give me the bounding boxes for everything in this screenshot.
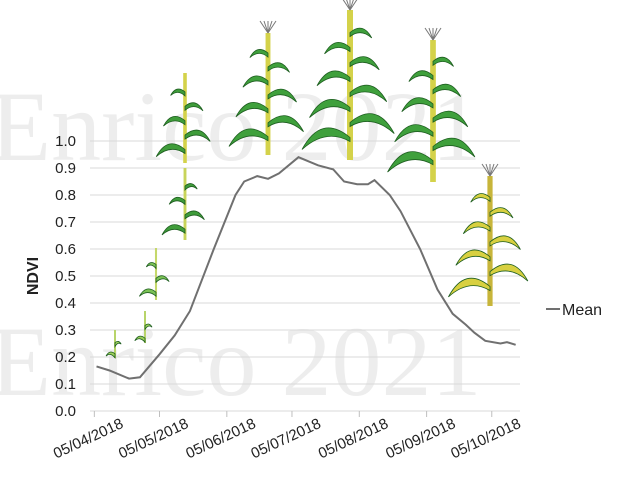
y-tick-label: 0.4 (55, 295, 76, 312)
y-tick-label: 0.2 (55, 349, 76, 366)
x-tick-label: 05/07/2018 (248, 415, 323, 462)
leaf (146, 263, 156, 269)
tassel (490, 164, 498, 176)
y-tick-label: 0.0 (55, 403, 76, 420)
leaf (325, 42, 351, 53)
leaf (490, 264, 528, 281)
leaf (448, 278, 490, 297)
y-tick-label: 0.9 (55, 160, 76, 177)
tassel (268, 21, 276, 33)
leaf (490, 208, 513, 218)
y-tick-label: 0.6 (55, 241, 76, 258)
chart: Enrico 2021 Enrico 2021 0.00.10.20.30.40… (0, 0, 617, 487)
y-tick-label: 0.3 (55, 322, 76, 339)
y-tick-label: 0.1 (55, 376, 76, 393)
y-tick-label: 0.7 (55, 214, 76, 231)
corn-plant (448, 164, 527, 306)
leaf (463, 222, 490, 234)
x-tick-label: 05/10/2018 (448, 415, 523, 462)
corn-plant (139, 248, 169, 300)
leaf (433, 57, 454, 66)
leaf (169, 197, 185, 204)
leaf (350, 57, 379, 70)
leaf (156, 276, 169, 283)
x-tick-label: 05/08/2018 (316, 415, 391, 462)
tassel (482, 164, 490, 176)
y-tick-label: 0.8 (55, 187, 76, 204)
x-tick-label: 05/06/2018 (183, 415, 258, 462)
tassel (260, 21, 268, 33)
leaf (490, 236, 520, 250)
x-tick-label: 05/09/2018 (383, 415, 458, 462)
x-tick-label: 05/05/2018 (116, 415, 191, 462)
leaf (185, 184, 197, 190)
leaf (139, 289, 156, 296)
leaf (350, 28, 372, 38)
tassel (433, 28, 441, 40)
leaf (162, 225, 185, 235)
leaf (456, 250, 490, 265)
x-tick-label: 05/04/2018 (51, 415, 126, 462)
legend-label: Mean (562, 302, 602, 319)
leaf (185, 211, 204, 220)
y-tick-label: 0.5 (55, 268, 76, 285)
y-axis-title: NDVI (25, 257, 42, 295)
tassel (425, 28, 433, 40)
y-tick-label: 1.0 (55, 133, 76, 150)
leaf (250, 49, 268, 57)
